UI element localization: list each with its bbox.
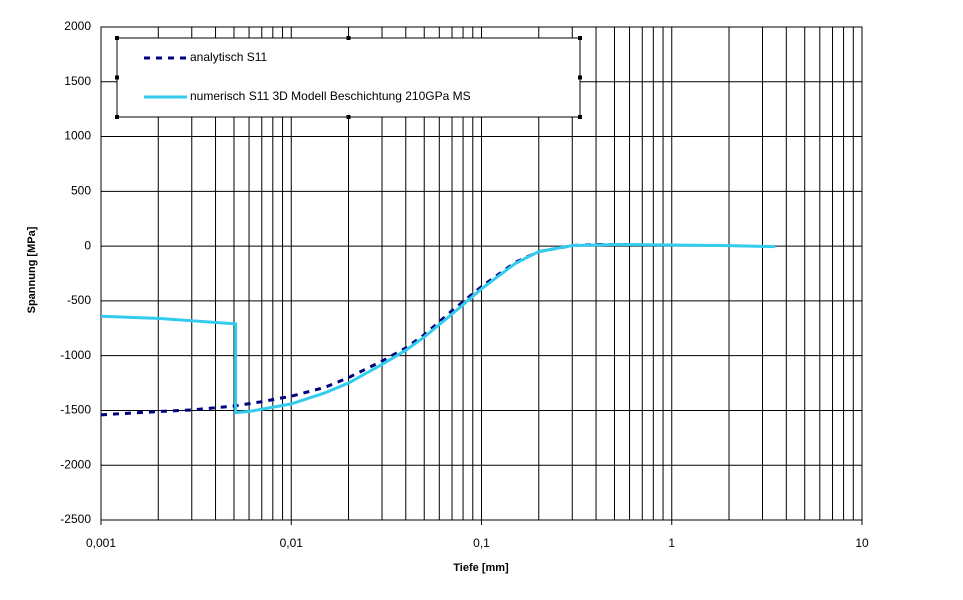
- legend-handle: [578, 36, 582, 40]
- legend-label: numerisch S11 3D Modell Beschichtung 210…: [190, 89, 471, 103]
- legend-label: analytisch S11: [190, 50, 267, 64]
- legend-box: [116, 37, 581, 118]
- legend-handle: [115, 36, 119, 40]
- y-tick-label: 0: [84, 238, 91, 252]
- legend-handle: [578, 75, 582, 80]
- legend-handle: [346, 36, 351, 40]
- y-axis-title: Spannung [MPa]: [26, 226, 38, 313]
- x-tick-label: 0,001: [86, 536, 116, 550]
- x-tick-label: 10: [855, 536, 869, 550]
- legend-handle: [346, 115, 351, 119]
- y-tick-label: 1000: [64, 129, 91, 143]
- y-tick-label: -2000: [60, 457, 91, 471]
- legend-handle: [115, 75, 119, 80]
- x-tick-label: 0,1: [473, 536, 490, 550]
- legend-handle: [115, 115, 119, 119]
- y-tick-label: -2500: [60, 512, 91, 526]
- y-tick-label: -1500: [60, 403, 91, 417]
- x-tick-label: 0,01: [280, 536, 304, 550]
- x-axis-title: Tiefe [mm]: [453, 562, 509, 574]
- line-series: [100, 242, 630, 417]
- y-tick-label: 1500: [64, 74, 91, 88]
- y-tick-label: 500: [71, 184, 91, 198]
- x-tick-label: 1: [668, 536, 675, 550]
- line-series: [100, 242, 776, 415]
- y-tick-label: -1000: [60, 348, 91, 362]
- y-tick-label: 2000: [64, 19, 91, 33]
- y-tick-label: -500: [67, 293, 91, 307]
- legend-handle: [578, 115, 582, 119]
